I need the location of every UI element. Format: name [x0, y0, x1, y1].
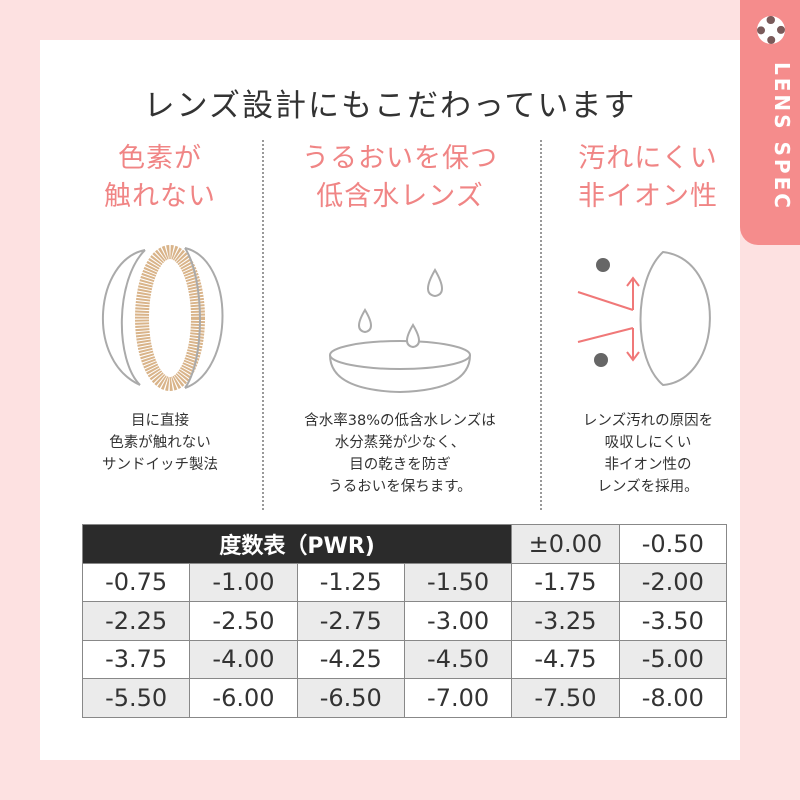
non-ionic-lens-icon [577, 250, 711, 387]
power-cell: ±0.00 [511, 524, 620, 564]
power-cell: -7.50 [511, 678, 620, 718]
feature-description: 含水率38%の低含水レンズは [304, 413, 496, 429]
feature-description: 吸収しにくい [604, 435, 692, 451]
feature-description: うるおいを保ちます。 [328, 479, 472, 495]
power-cell: -3.25 [511, 601, 620, 641]
power-cell: -4.00 [189, 639, 298, 679]
feature-heading: 低含水レンズ [316, 181, 484, 212]
feature-non-ionic: 汚れにくい非イオン性 レンズ汚れの原因を 吸収しにくい 非イオン性の レンズを採用。 [533, 140, 763, 495]
table-row: -0.75 -1.00 -1.25 -1.50 -1.75 -2.00 [81, 562, 728, 602]
power-cell: -4.25 [296, 639, 405, 679]
feature-description: 非イオン性の [604, 457, 692, 473]
sandwich-lens-icon [101, 245, 224, 391]
table-row: -3.75 -4.00 -4.25 -4.50 -4.75 -5.00 [81, 639, 728, 679]
power-cell: -0.50 [618, 524, 728, 564]
feature-description: 目の乾きを防ぎ [349, 457, 451, 473]
table-row: 度数表（PWR) ±0.00 -0.50 [81, 524, 728, 564]
power-cell: -6.50 [296, 678, 405, 718]
power-cell: -3.50 [618, 601, 728, 641]
side-tab-label: LENS SPEC [770, 62, 794, 211]
power-cell: -1.50 [403, 562, 513, 602]
feature-description: 色素が触れない [109, 435, 211, 451]
power-cell: -2.00 [618, 562, 728, 602]
feature-sandwich: 色素が 触れない 目に直接 色素が触れない サンドイッチ製法 [45, 140, 275, 473]
power-cell: -3.00 [403, 601, 513, 641]
feature-description: 目に直接 [131, 413, 189, 429]
feature-heading: 非イオン性 [578, 181, 718, 212]
power-cell: -4.75 [511, 639, 620, 679]
feature-low-water: うるおいを保つ 低含水レンズ 含水率38%の低含水レンズは 水分蒸発が少なく、 目の乾… [285, 140, 515, 495]
power-cell: -1.25 [296, 562, 405, 602]
power-cell: -4.50 [403, 639, 513, 679]
feature-heading: 触れない [104, 181, 216, 212]
feature-description: レンズ汚れの原因を [582, 413, 714, 429]
power-cell: -0.75 [81, 562, 191, 602]
power-cell: -1.00 [189, 562, 298, 602]
table-row: -2.25 -2.50 -2.75 -3.00 -3.25 -3.50 [81, 601, 728, 641]
divider [262, 140, 264, 510]
feature-description: レンズを採用。 [597, 479, 699, 495]
feature-heading: うるおいを保つ [302, 143, 498, 174]
power-cell: -8.00 [618, 678, 728, 718]
feature-description: 水分蒸発が少なく、 [334, 435, 466, 451]
table-row: -5.50 -6.00 -6.50 -7.00 -7.50 -8.00 [81, 678, 728, 718]
power-cell: -2.50 [189, 601, 298, 641]
table-header: 度数表（PWR) [81, 524, 513, 564]
feature-description: サンドイッチ製法 [102, 457, 218, 473]
power-cell: -6.00 [189, 678, 298, 718]
power-cell: -7.00 [403, 678, 513, 718]
power-cell: -2.75 [296, 601, 405, 641]
power-cell: -5.50 [81, 678, 191, 718]
divider [540, 140, 542, 510]
power-cell: -2.25 [81, 601, 191, 641]
water-drop-lens-icon [329, 268, 471, 394]
power-table: 度数表（PWR) ±0.00 -0.50 -0.75 -1.00 -1.25 -1.5… [81, 524, 728, 718]
power-cell: -1.75 [511, 562, 620, 602]
power-cell: -3.75 [81, 639, 191, 679]
power-cell: -5.00 [618, 639, 728, 679]
page-title: レンズ設計にもこだわっています [143, 88, 637, 124]
lens-logo-icon [757, 16, 785, 44]
feature-heading: 色素が [118, 143, 202, 174]
feature-heading: 汚れにくい [578, 143, 718, 174]
